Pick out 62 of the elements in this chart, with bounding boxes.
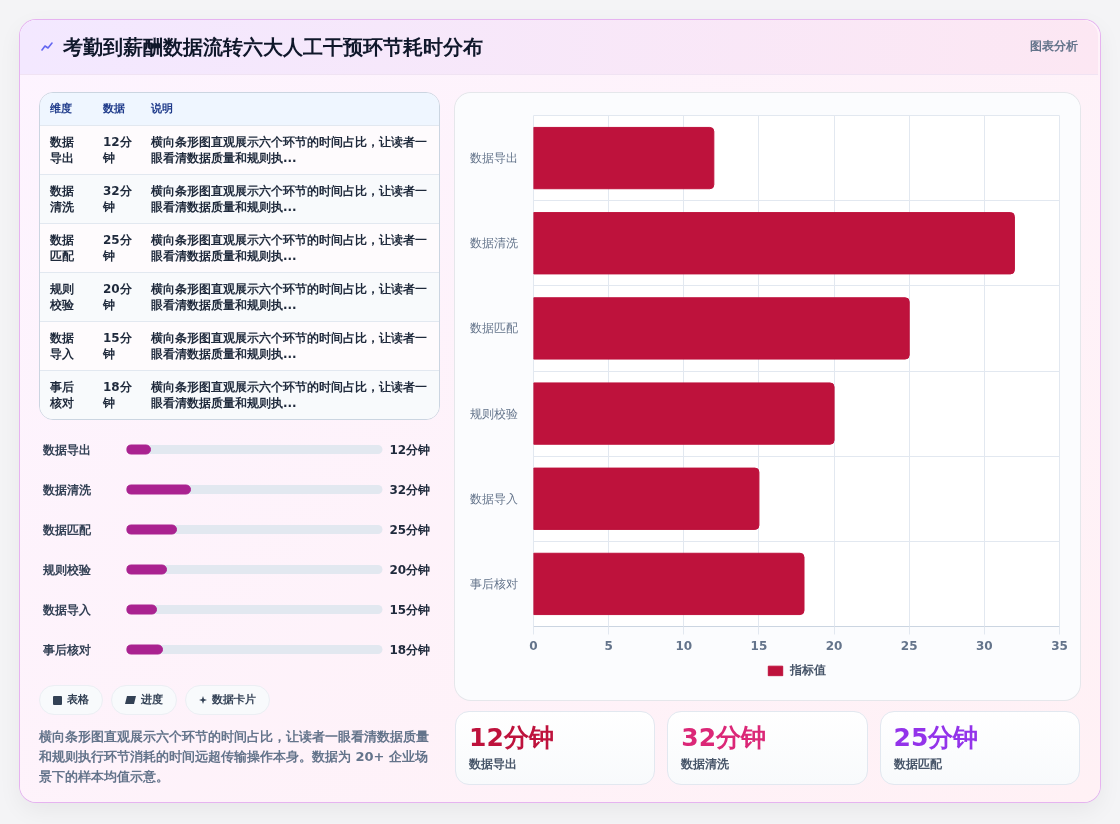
table-header: 维度 数据 说明 [40,93,439,126]
bar [126,644,163,655]
text: 25分钟 [893,723,979,752]
category-label: 说明 [141,93,439,126]
text: 横向条形图直观展示六个环节的时间占比，让读者一眼看清数据质量和规则执... [151,331,427,361]
category-label: 数据 [93,93,141,126]
x-tick-label: 5 [604,638,613,653]
bar [533,552,805,616]
text: 横向条形图直观展示六个环节的时间占比，让读者一眼看清数据质量和规则执... [151,135,427,165]
category-label: 进度 [141,692,163,708]
bar [533,382,835,445]
text: 20分钟 [103,282,132,312]
y-tick-label: 数据匹配 [469,321,518,336]
x-tick-label: 10 [675,638,693,653]
y-tick-label: 数据匹配 [41,522,92,537]
text: 横向条形图直观展示六个环节的时间占比，让读者一眼看清数据质量和规则执... [151,282,427,312]
x-tick-label: 25 [900,638,918,653]
y-tick-label: 数据清洗 [41,482,92,497]
y-tick-label: 数据导入 [41,602,92,617]
data-label: 25分钟 [389,522,431,537]
text: 横向条形图直观展示六个环节的时间占比，让读者一眼看清数据质量和规则执... [151,233,427,263]
y-tick-label: 规则校验 [469,406,518,421]
category-label: 数据匹配 [893,756,943,772]
bar [533,212,1015,275]
text: 横向条形图直观展示六个环节的时间占比，让读者一眼看清数据质量和规则执... [151,184,427,214]
category-label: 表格 [67,692,89,708]
text: 15分钟 [103,331,132,361]
category-label: 数据卡片 [212,692,256,708]
bar [126,524,177,535]
bar [533,467,760,530]
text: 12分钟 [469,723,554,752]
text: 12分钟 [103,135,132,165]
y-tick-label: 事后核对 [469,576,518,591]
text: 32分钟 [103,184,132,214]
x-tick-label: 35 [1051,638,1068,653]
text: 考勤到薪酬数据流转六大人工干预环节耗时分布 [63,33,483,61]
category-label: 数据清洗 [681,756,731,772]
bar [126,564,167,575]
y-tick-label: 数据清洗 [469,236,518,251]
x-tick-label: 15 [750,638,768,653]
text: 图表分析 [1030,38,1078,56]
text: 横向条形图直观展示六个环节的时间占比，让读者一眼看清数据质量和规则执行环节消耗的时间远超传输操作本身。数据为 20+ 企业场景下的样本均值示意。 [39,728,430,786]
y-tick-label: 规则校验 [41,562,92,577]
data-label: 18分钟 [389,642,431,657]
data-label: 12分钟 [389,442,431,457]
text: 32分钟 [681,723,767,752]
text: 18分钟 [103,380,132,410]
text: 横向条形图直观展示六个环节的时间占比，让读者一眼看清数据质量和规则执... [151,380,427,410]
y-tick-label: 数据导出 [469,151,518,166]
bar [533,126,715,190]
y-tick-label: 事后核对 [41,642,91,657]
x-tick-label: 30 [976,638,993,653]
x-tick-label: 20 [825,638,843,653]
y-tick-label: 数据导出 [41,442,91,457]
data-label: 32分钟 [389,482,431,497]
y-tick-label: 数据导入 [469,491,518,506]
legend-label: 指标值 [790,661,826,679]
text: 25分钟 [103,233,132,263]
x-tick-label: 0 [529,638,538,653]
data-label: 15分钟 [389,602,431,617]
bar [533,297,910,360]
data-label: 20分钟 [389,562,431,577]
